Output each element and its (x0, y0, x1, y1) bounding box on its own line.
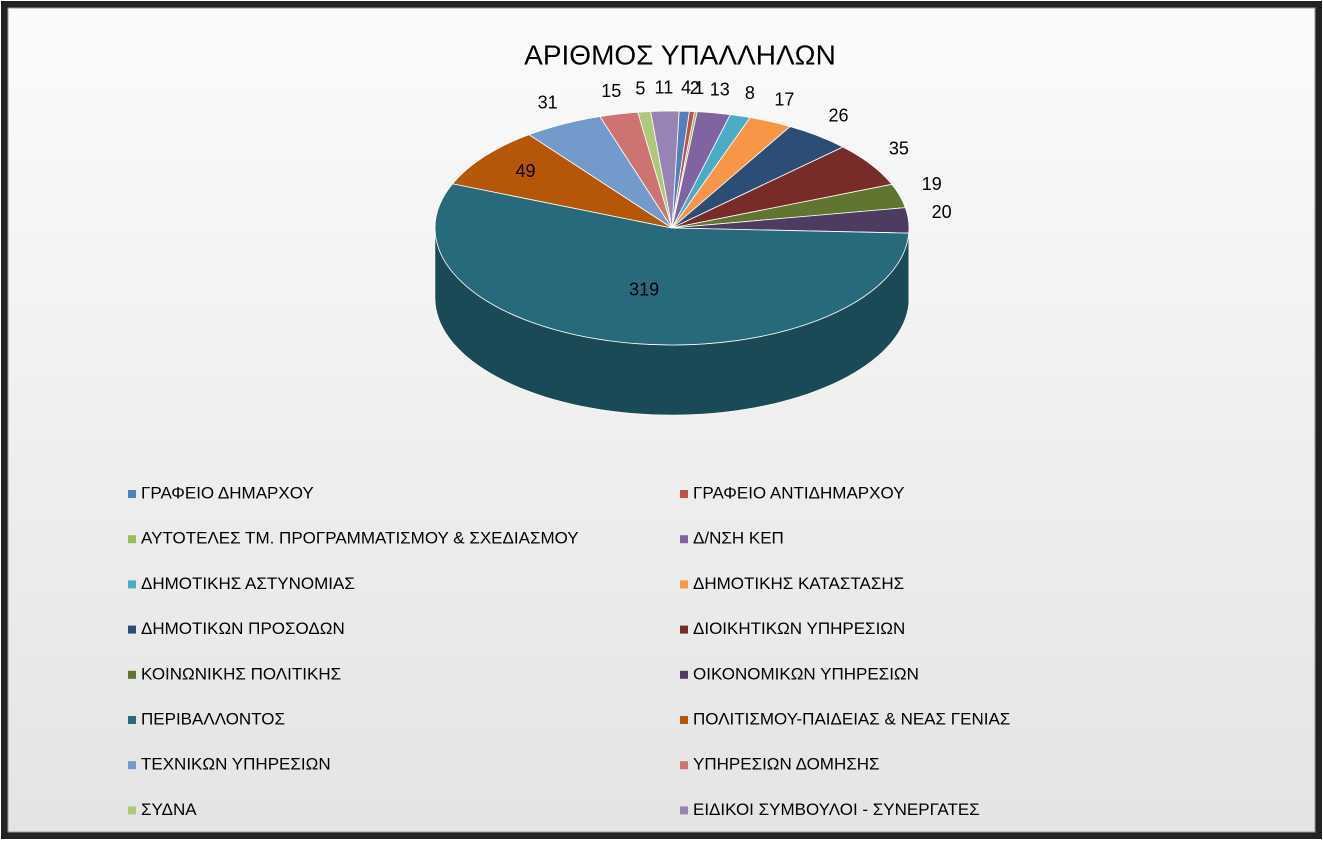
data-label: 17 (774, 89, 794, 109)
legend-swatch (128, 535, 136, 543)
legend-swatch (128, 490, 136, 498)
legend-label: ΔΗΜΟΤΙΚΩΝ ΠΡΟΣΟΔΩΝ (141, 619, 345, 638)
legend-swatch (680, 761, 688, 769)
legend-label: Δ/ΝΣΗ ΚΕΠ (693, 529, 784, 548)
legend-label: ΓΡΑΦΕΙΟ ΑΝΤΙΔΗΜΑΡΧΟΥ (693, 483, 904, 502)
legend-label: ΔΙΟΙΚΗΤΙΚΩΝ ΥΠΗΡΕΣΙΩΝ (693, 619, 905, 638)
legend-label: ΑΥΤΟΤΕΛΕΣ ΤΜ. ΠΡΟΓΡΑΜΜΑΤΙΣΜΟΥ & ΣΧΕΔΙΑΣΜ… (141, 529, 579, 548)
data-label: 11 (655, 77, 674, 97)
data-label: 35 (889, 138, 909, 158)
legend-label: ΣΥΔΝΑ (141, 800, 197, 819)
legend-label: ΕΙΔΙΚΟΙ ΣΥΜΒΟΥΛΟΙ - ΣΥΝΕΡΓΑΤΕΣ (693, 800, 980, 819)
legend-swatch (128, 761, 136, 769)
legend-label: ΠΕΡΙΒΑΛΛΟΝΤΟΣ (141, 709, 285, 728)
legend-label: ΥΠΗΡΕΣΙΩΝ ΔΟΜΗΣΗΣ (693, 755, 880, 774)
legend-swatch (680, 490, 688, 498)
legend-label: ΠΟΛΙΤΙΣΜΟΥ-ΠΑΙΔΕΙΑΣ & ΝΕΑΣ ΓΕΝΙΑΣ (693, 709, 1010, 728)
data-label: 1 (694, 78, 704, 98)
legend-swatch (680, 535, 688, 543)
legend-swatch (128, 716, 136, 724)
data-label: 5 (635, 78, 645, 98)
chart-title: ΑΡΙΘΜΟΣ ΥΠΑΛΛΗΛΩΝ (524, 39, 836, 70)
legend-swatch (128, 671, 136, 679)
data-label: 13 (710, 79, 730, 99)
legend-label: ΓΡΑΦΕΙΟ ΔΗΜΑΡΧΟΥ (141, 483, 314, 502)
data-label: 26 (828, 106, 848, 126)
legend-swatch (680, 580, 688, 588)
legend-label: ΟΙΚΟΝΟΜΙΚΩΝ ΥΠΗΡΕΣΙΩΝ (693, 664, 919, 683)
legend-swatch (680, 626, 688, 634)
data-label: 31 (538, 92, 558, 112)
data-label: 20 (932, 202, 952, 222)
legend-label: ΔΗΜΟΤΙΚΗΣ ΑΣΤΥΝΟΜΙΑΣ (141, 574, 355, 593)
legend-swatch (680, 806, 688, 814)
data-label: 319 (629, 280, 659, 300)
legend-label: ΚΟΙΝΩΝΙΚΗΣ ΠΟΛΙΤΙΚΗΣ (141, 664, 341, 683)
legend-swatch (680, 671, 688, 679)
data-label: 15 (601, 81, 621, 101)
data-label: 49 (515, 161, 535, 181)
legend-swatch (680, 716, 688, 724)
legend-swatch (128, 626, 136, 634)
data-label: 19 (922, 174, 942, 194)
data-label: 8 (745, 83, 755, 103)
legend-swatch (128, 580, 136, 588)
legend-swatch (128, 806, 136, 814)
legend-label: ΤΕΧΝΙΚΩΝ ΥΠΗΡΕΣΙΩΝ (141, 755, 331, 774)
legend-label: ΔΗΜΟΤΙΚΗΣ ΚΑΤΑΣΤΑΣΗΣ (693, 574, 904, 593)
